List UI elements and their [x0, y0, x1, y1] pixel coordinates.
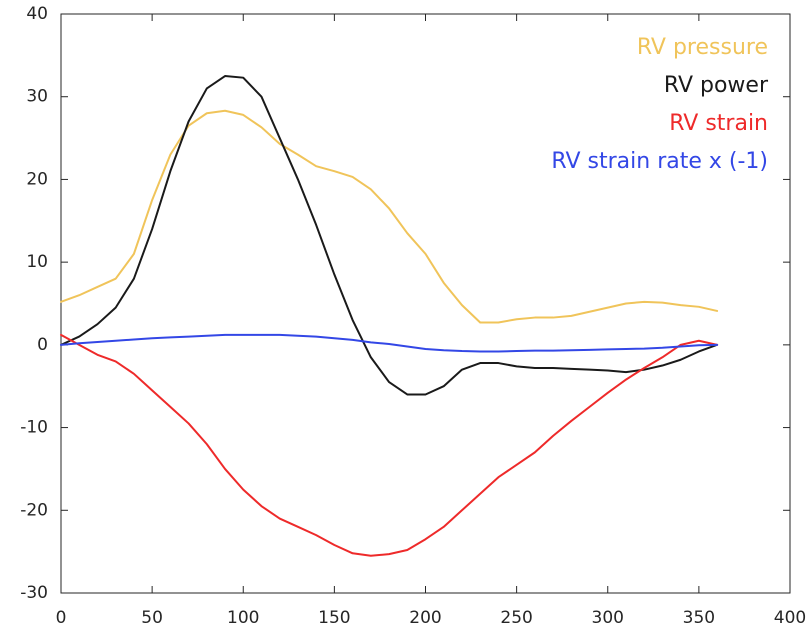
legend-entry: RV pressure — [637, 35, 768, 60]
y-tick-label: -30 — [20, 583, 48, 603]
y-tick-label: 10 — [26, 252, 48, 272]
x-tick-label: 0 — [56, 608, 67, 628]
legend-entry: RV strain rate x (-1) — [551, 149, 768, 174]
x-tick-label: 100 — [227, 608, 259, 628]
line-series — [60, 75, 719, 396]
x-tick-label: 50 — [141, 608, 163, 628]
y-tick-label: 30 — [26, 87, 48, 107]
y-tick-label: -10 — [20, 418, 48, 438]
y-tick-label: 20 — [26, 169, 48, 189]
y-tick-label: 40 — [26, 4, 48, 24]
line-series — [60, 109, 719, 324]
x-tick-label: 150 — [318, 608, 350, 628]
x-tick-label: 350 — [683, 608, 715, 628]
x-tick-label: 250 — [500, 608, 532, 628]
x-tick-label: 300 — [592, 608, 624, 628]
legend-entry: RV power — [664, 73, 769, 98]
legend-entry: RV strain — [669, 111, 768, 136]
y-tick-label: -20 — [20, 500, 48, 520]
line-series — [60, 333, 719, 353]
y-tick-label: 0 — [37, 335, 48, 355]
plot-area — [60, 13, 791, 594]
line-series — [60, 333, 719, 557]
x-tick-label: 400 — [774, 608, 806, 628]
x-tick-label: 200 — [409, 608, 441, 628]
